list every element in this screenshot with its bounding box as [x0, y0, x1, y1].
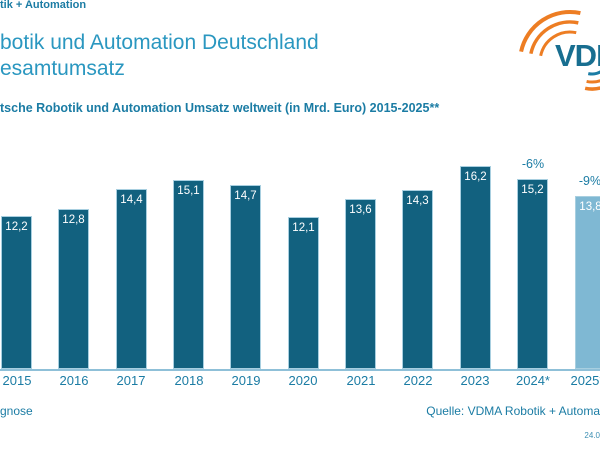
date-stamp: 24.0	[584, 431, 600, 440]
bar-2015: 12,2	[1, 216, 32, 369]
x-axis-label-2023: 2023	[460, 373, 490, 388]
bar-2023: 16,2	[460, 166, 491, 369]
logo-lower-arcs-icon	[584, 59, 600, 91]
x-axis-label-2018: 2018	[174, 373, 204, 388]
bar-value-2024*: 15,2	[521, 184, 544, 196]
slide-title: botik und Automation Deutschland esamtum…	[0, 30, 319, 82]
annotation-2024*: -6%	[521, 157, 545, 171]
bar-value-2017: 14,4	[120, 194, 143, 206]
x-axis-label-2022: 2022	[403, 373, 433, 388]
bar-2016: 12,8	[58, 209, 89, 369]
slide-title-line2: esamtumsatz	[0, 57, 125, 80]
x-axis-label-2024*: 2024*	[516, 373, 550, 388]
bar-2025**: 13,8	[575, 196, 600, 369]
bar-value-2019: 14,7	[234, 190, 257, 202]
logo-upper-arcs-icon	[519, 10, 581, 57]
bar-2018: 15,1	[173, 180, 204, 369]
x-axis-label-2015: 2015	[2, 373, 32, 388]
x-axis-line	[0, 369, 600, 371]
logo-text: VDMA	[555, 38, 600, 73]
chart-title: tsche Robotik und Automation Umsatz welt…	[0, 101, 440, 115]
slide-header-small: tik + Automation	[0, 0, 87, 11]
x-axis-label-2021: 2021	[346, 373, 376, 388]
bar-value-2018: 15,1	[177, 185, 200, 197]
vdma-logo: VDMA	[519, 10, 600, 91]
bar-2022: 14,3	[402, 190, 433, 369]
bar-value-2025**: 13,8	[579, 201, 600, 213]
x-axis-label-2016: 2016	[59, 373, 89, 388]
footnote: gnose	[0, 404, 33, 418]
bar-value-2015: 12,2	[5, 221, 28, 233]
bar-2024*: 15,2	[517, 179, 548, 369]
bar-value-2016: 12,8	[62, 214, 85, 226]
bar-2021: 13,6	[345, 199, 376, 369]
bar-value-2020: 12,1	[292, 222, 315, 234]
bar-value-2023: 16,2	[464, 171, 487, 183]
x-axis-label-2020: 2020	[288, 373, 318, 388]
bar-2020: 12,1	[288, 217, 319, 369]
x-axis-label-2025**: 2025**	[570, 373, 600, 388]
source-note: Quelle: VDMA Robotik + Automa	[426, 404, 600, 418]
bar-2019: 14,7	[230, 185, 261, 369]
bar-value-2021: 13,6	[349, 204, 372, 216]
bar-value-2022: 14,3	[406, 195, 429, 207]
x-axis-label-2017: 2017	[116, 373, 146, 388]
bar-2017: 14,4	[116, 189, 147, 369]
annotation-2025**: -9%	[578, 174, 600, 188]
slide-title-line1: botik und Automation Deutschland	[0, 31, 319, 54]
x-axis-label-2019: 2019	[231, 373, 261, 388]
